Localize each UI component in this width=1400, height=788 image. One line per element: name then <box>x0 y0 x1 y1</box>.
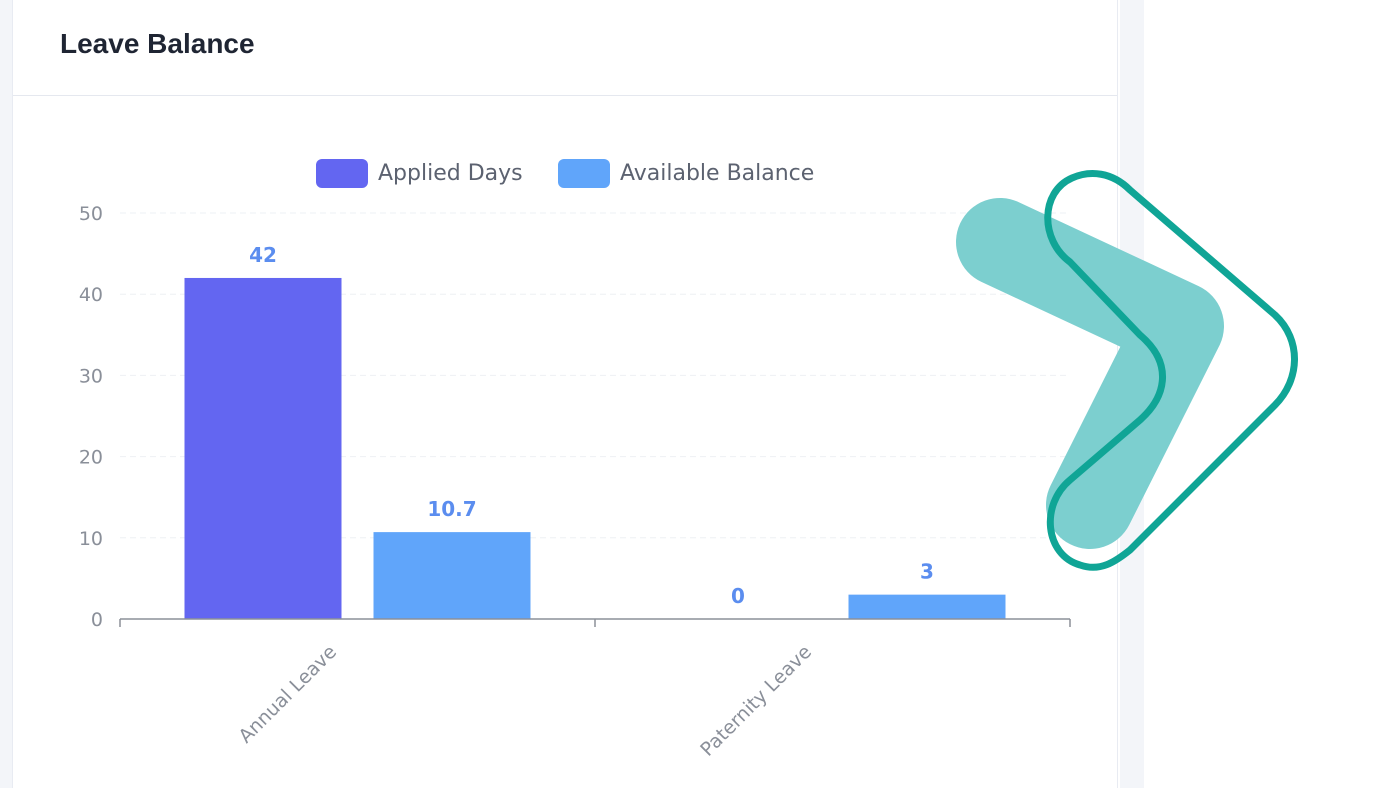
legend-swatch <box>558 159 610 188</box>
x-tick-label: Paternity Leave <box>696 641 816 761</box>
legend-label: Available Balance <box>620 161 814 186</box>
x-tick-label: Annual Leave <box>235 641 341 747</box>
legend-label: Applied Days <box>378 161 523 186</box>
legend-swatch <box>316 159 368 188</box>
data-label: 0 <box>731 584 745 608</box>
bar-available-balance <box>848 594 1006 619</box>
chart-grid <box>120 212 1070 539</box>
y-tick-label: 30 <box>79 365 103 387</box>
data-label: 3 <box>920 560 934 584</box>
card-header: Leave Balance <box>13 0 1117 96</box>
data-label: 10.7 <box>427 497 476 521</box>
chart-bars <box>184 277 1006 619</box>
y-tick-label: 0 <box>91 609 103 631</box>
legend-item-applied-days[interactable]: Applied Days <box>316 159 523 188</box>
chart-legend[interactable]: Applied Days Available Balance <box>316 159 814 188</box>
data-label: 42 <box>249 243 277 267</box>
card-title: Leave Balance <box>60 28 255 59</box>
chart-data-labels: 42 10.7 0 3 <box>249 243 934 608</box>
bar-applied-days <box>184 277 342 619</box>
legend-item-available-balance[interactable]: Available Balance <box>558 159 814 188</box>
x-axis: Annual Leave Paternity Leave <box>119 618 1071 761</box>
bar-available-balance <box>373 532 531 619</box>
y-tick-label: 50 <box>79 203 103 225</box>
y-tick-label: 20 <box>79 447 103 469</box>
page-left-edge <box>0 0 12 788</box>
y-tick-label: 40 <box>79 284 103 306</box>
y-tick-label: 10 <box>79 528 103 550</box>
y-axis: 0 10 20 30 40 50 <box>79 203 103 631</box>
